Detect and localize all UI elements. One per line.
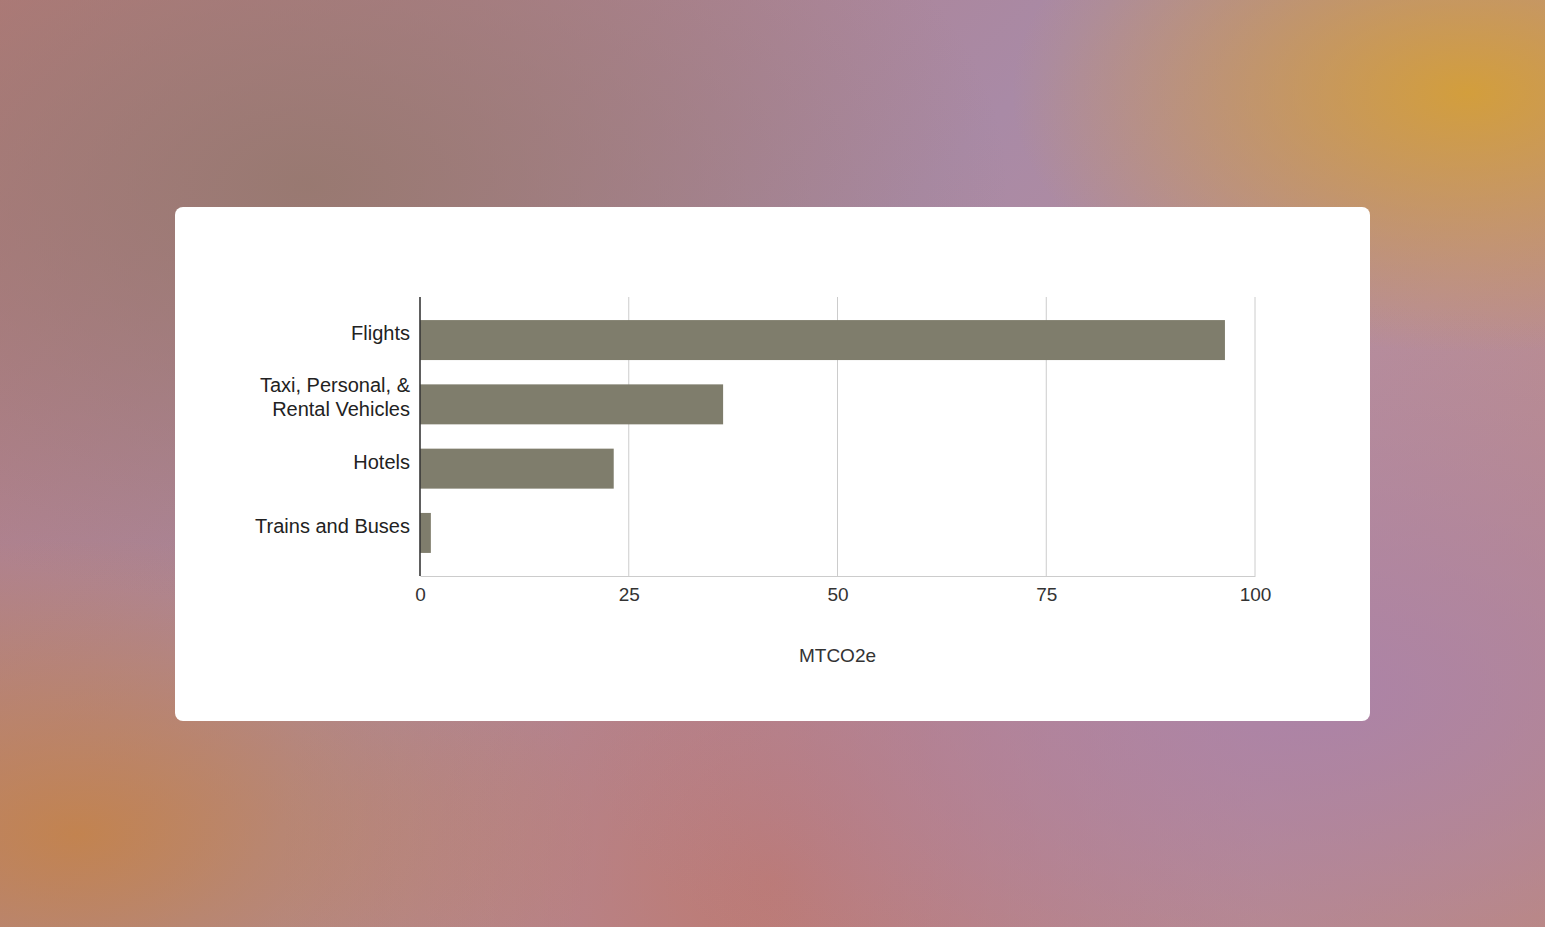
x-tick: 100 (1240, 576, 1272, 605)
x-tick: 50 (827, 576, 848, 605)
bars (420, 320, 1225, 553)
bar (420, 384, 723, 424)
y-tick-label-line: Hotels (353, 451, 410, 473)
y-tick: Taxi, Personal, &Rental Vehicles (260, 374, 411, 420)
y-tick-label: Taxi, Personal, &Rental Vehicles (260, 374, 411, 420)
grid (420, 297, 1255, 576)
y-tick: Hotels (353, 451, 410, 473)
y-axis: Flights Taxi, Personal, &Rental Vehicles H… (255, 297, 420, 576)
y-tick-label: Hotels (353, 451, 410, 473)
x-tick-label: 0 (415, 584, 426, 605)
x-tick-label: 25 (619, 584, 640, 605)
y-tick-label-line: Rental Vehicles (272, 398, 410, 420)
y-tick: Flights (351, 322, 410, 344)
grid-line (420, 297, 421, 576)
x-axis-title: MTCO2e (799, 645, 876, 666)
y-tick-label-line: Trains and Buses (255, 515, 410, 537)
y-tick-label: Flights (351, 322, 410, 344)
x-tick-label: 50 (827, 584, 848, 605)
x-tick: 25 (619, 576, 640, 605)
y-axis-line (419, 297, 421, 576)
y-tick: Trains and Buses (255, 515, 410, 537)
x-tick: 0 (415, 576, 426, 605)
bar (420, 449, 614, 489)
y-tick-label-line: Taxi, Personal, & (260, 374, 411, 396)
bar (420, 513, 431, 553)
y-tick-label-line: Flights (351, 322, 410, 344)
x-axis: 0 25 50 75 100 (415, 576, 1271, 605)
x-tick: 75 (1036, 576, 1057, 605)
chart: 0 25 50 75 100 Flights Taxi, Personal, &Rental… (0, 0, 1545, 927)
x-axis-line (421, 576, 1256, 577)
grid-line (1255, 297, 1256, 576)
y-tick-label: Trains and Buses (255, 515, 410, 537)
x-tick-label: 100 (1240, 584, 1272, 605)
x-tick-label: 75 (1036, 584, 1057, 605)
bar (420, 320, 1225, 360)
